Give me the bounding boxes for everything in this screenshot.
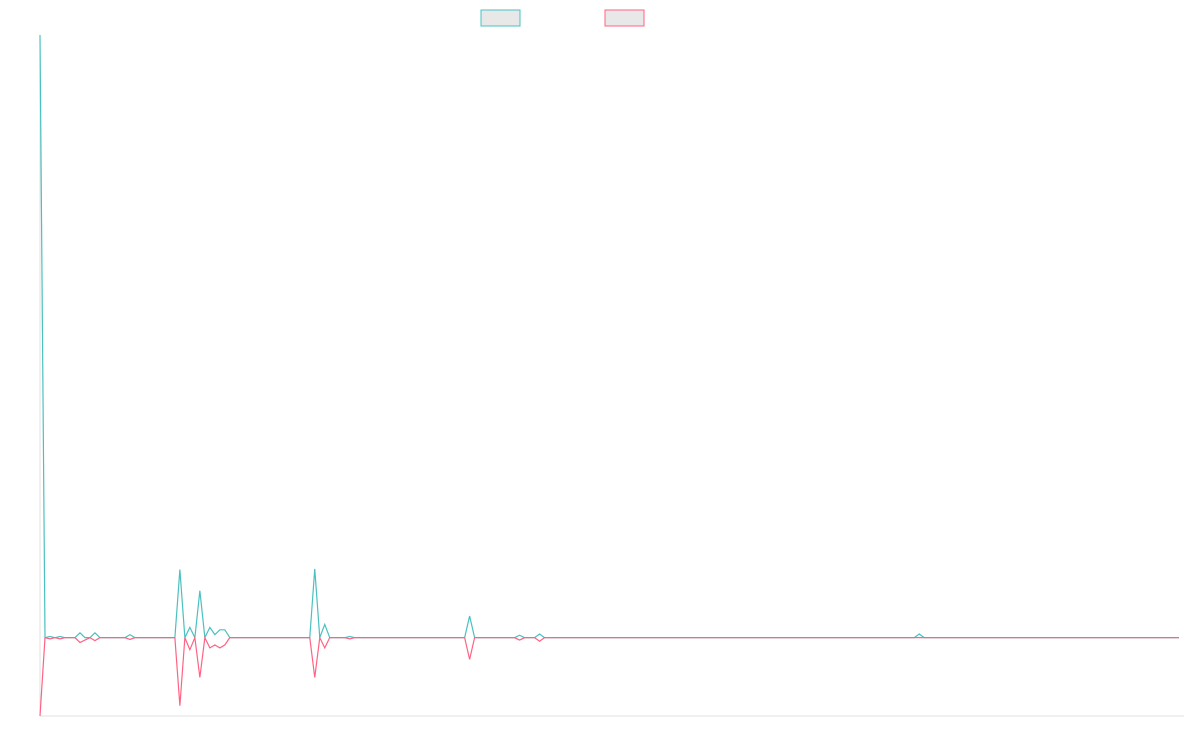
series-line xyxy=(39,635,1179,717)
series-line xyxy=(39,34,1179,640)
legend-swatch xyxy=(480,9,521,27)
legend-swatch xyxy=(604,9,645,27)
